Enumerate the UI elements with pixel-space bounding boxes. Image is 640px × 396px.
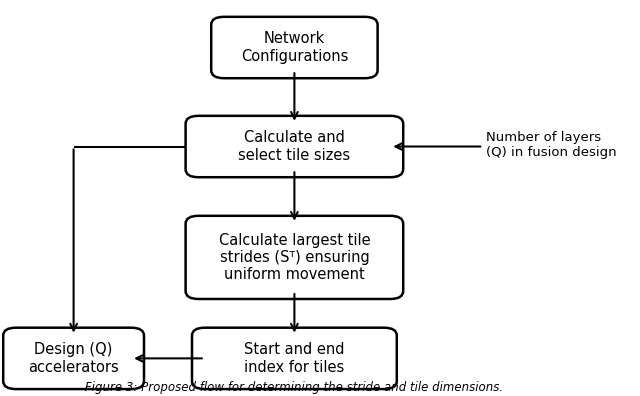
FancyBboxPatch shape <box>192 328 397 389</box>
Text: Calculate largest tile
strides (Sᵀ) ensuring
uniform movement: Calculate largest tile strides (Sᵀ) ensu… <box>219 232 370 282</box>
Text: Calculate and
select tile sizes: Calculate and select tile sizes <box>238 130 351 163</box>
FancyBboxPatch shape <box>211 17 378 78</box>
Text: Design (Q)
accelerators: Design (Q) accelerators <box>28 342 119 375</box>
FancyBboxPatch shape <box>186 216 403 299</box>
Text: Network
Configurations: Network Configurations <box>241 31 348 64</box>
FancyBboxPatch shape <box>186 116 403 177</box>
Text: Start and end
index for tiles: Start and end index for tiles <box>244 342 345 375</box>
FancyBboxPatch shape <box>3 328 144 389</box>
Text: Number of layers
(Q) in fusion design: Number of layers (Q) in fusion design <box>486 131 617 158</box>
Text: Figure 3: Proposed flow for determining the stride and tile dimensions.: Figure 3: Proposed flow for determining … <box>85 381 504 394</box>
